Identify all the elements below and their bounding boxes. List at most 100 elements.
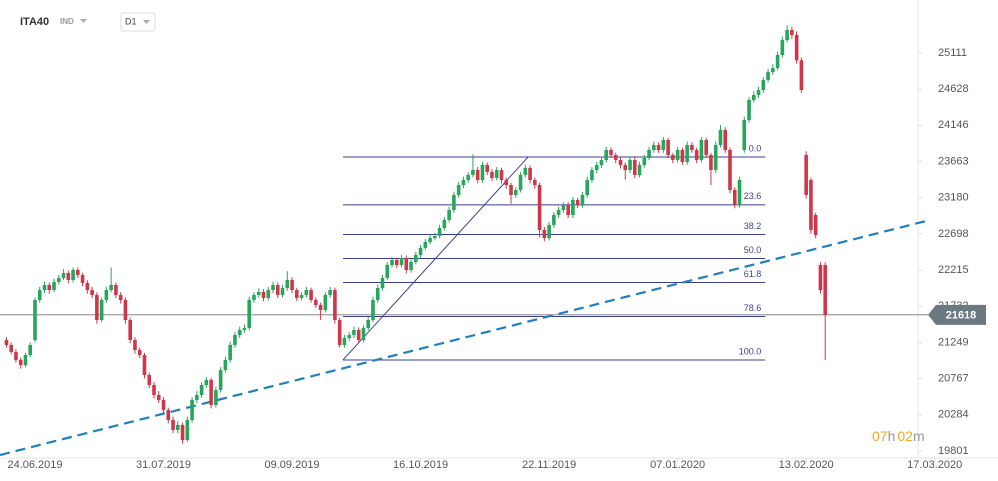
candle-body (218, 369, 223, 391)
candle-body (775, 55, 780, 68)
candle-body (675, 149, 680, 160)
candle-body (214, 390, 218, 405)
instrument-kind[interactable]: IND (60, 17, 74, 26)
candle-body (756, 90, 761, 95)
candle-body (761, 79, 766, 91)
candle-body (680, 149, 685, 162)
candle-body (190, 399, 194, 420)
candle-body (552, 214, 556, 226)
candle-body (333, 290, 337, 321)
candle-body (590, 170, 594, 180)
candle-body (447, 209, 451, 221)
candle-body (323, 294, 328, 311)
candle-body (566, 205, 570, 215)
candle-body (18, 359, 23, 365)
candle-body (314, 299, 318, 306)
candle-body (713, 144, 718, 171)
candle-body (766, 72, 770, 80)
candle-body (785, 29, 789, 41)
last-price-tag (928, 304, 986, 325)
candle-body (513, 190, 518, 195)
candle-body (147, 374, 152, 385)
candle-body (171, 419, 175, 430)
candle-body (504, 179, 509, 185)
candle-body (152, 384, 156, 395)
candle-body (285, 279, 290, 288)
x-tick-label: 13.02.2020 (779, 459, 834, 471)
candle-body (80, 274, 85, 283)
candle-body (371, 299, 375, 321)
candle-body (133, 340, 137, 350)
candle-body (37, 290, 42, 300)
candle-body (604, 149, 609, 160)
x-tick-label: 31.07.2019 (136, 459, 191, 471)
candle-body (85, 282, 90, 291)
candle-body (409, 261, 413, 271)
candle-body (547, 225, 551, 238)
candle-body (613, 155, 618, 160)
interval-dropdown[interactable] (143, 20, 150, 24)
y-tick-label: 19801 (938, 445, 969, 457)
candle-body (76, 270, 80, 275)
candle-body (156, 394, 161, 400)
candle-body (533, 179, 537, 185)
countdown-hours: 07 (872, 428, 888, 444)
symbol[interactable]: ITA40 (20, 16, 49, 28)
candle-body (252, 294, 256, 300)
candle-body (718, 129, 723, 145)
candle-body (580, 194, 585, 206)
candle-body (247, 299, 252, 329)
fib-diagonal (342, 156, 529, 361)
candle-body (61, 273, 66, 278)
interval[interactable]: D1 (125, 16, 137, 26)
candle-body (166, 409, 171, 420)
candle-body (209, 379, 213, 405)
candle-body (261, 291, 266, 298)
candle-body (71, 270, 75, 280)
candle-body (661, 140, 666, 150)
countdown-h: h (888, 428, 896, 444)
candle-body (4, 340, 9, 345)
candle-body (356, 329, 361, 341)
kind-dropdown[interactable] (80, 19, 87, 23)
candle-body (175, 424, 180, 430)
candle-body (385, 264, 390, 278)
countdown-minutes: 02 (897, 428, 913, 444)
candle-body (199, 384, 204, 395)
x-tick-label: 22.11.2019 (522, 459, 576, 471)
candle-body (694, 149, 699, 160)
candle-body (790, 29, 794, 36)
candle-body (104, 290, 109, 300)
candle-body (394, 259, 399, 265)
trendline (0, 218, 931, 457)
candle-body (361, 328, 366, 341)
candle-body (23, 355, 28, 365)
candle-body (666, 140, 670, 156)
candle-body (399, 258, 404, 265)
candle-body (275, 284, 280, 295)
candle-body (161, 399, 166, 410)
candle-body (99, 299, 104, 321)
candle-body (28, 344, 33, 356)
candle-body (509, 184, 513, 195)
candle-body (499, 170, 504, 180)
candle-body (771, 67, 775, 73)
fib-label: 61.8 (744, 269, 762, 279)
candle-body (466, 174, 470, 180)
candle-body (671, 155, 675, 160)
candle-body (280, 287, 285, 295)
candle-body (485, 164, 490, 172)
candle-body (295, 290, 299, 298)
candle-body (461, 179, 466, 185)
candle-body (47, 284, 52, 291)
candle-body (632, 159, 637, 175)
interval-box[interactable] (120, 12, 156, 32)
candle-body (475, 170, 480, 180)
y-tick-label: 23180 (938, 192, 969, 204)
fib-label: 23.6 (744, 191, 762, 201)
candle-body (352, 329, 356, 335)
fib-label: 50.0 (744, 245, 762, 255)
candle-body (599, 159, 604, 165)
candle-body (471, 170, 475, 175)
candle-body (328, 290, 332, 295)
